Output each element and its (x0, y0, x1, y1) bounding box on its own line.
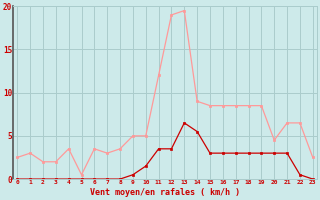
X-axis label: Vent moyen/en rafales ( km/h ): Vent moyen/en rafales ( km/h ) (90, 188, 240, 197)
